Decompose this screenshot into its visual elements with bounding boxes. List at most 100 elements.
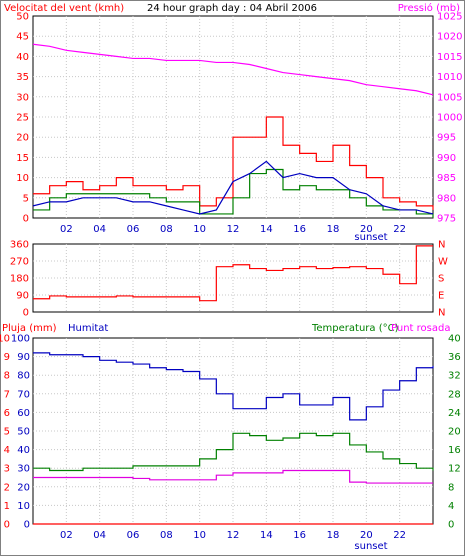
humidity-axis-title: Humitat	[68, 323, 108, 334]
y-tick-label-direction: 0	[23, 308, 29, 319]
y-ticks-pressure: 975 980 985 990 995 1000 1005 1010 1015 1020 1025	[437, 12, 462, 225]
x-tick-label: 10	[193, 530, 206, 541]
y-tick-label-rain: 6	[4, 408, 10, 419]
x-tick-label: 10	[193, 224, 206, 235]
x-tick-label: 16	[293, 224, 306, 235]
sunset-label-bottom: sunset	[354, 541, 387, 552]
y-tick-label-wind: 0	[23, 214, 29, 225]
y-tick-label-humidity: 90	[17, 352, 30, 363]
wind-axis-title: Velocitat del vent (kmh)	[4, 3, 124, 14]
y-tick-label-temperature: 16	[448, 445, 461, 456]
x-tick-label: 08	[160, 530, 173, 541]
x-tick-label: 14	[260, 224, 273, 235]
y-ticks-wind: 0 5 10 15 20 25 30 35 40 45 50	[16, 12, 29, 225]
y-ticks-rain: 0 1 2 3 4 5 6 7 8 9 10	[0, 334, 10, 531]
y-tick-label-direction: 180	[10, 274, 29, 285]
y-tick-label-wind: 30	[16, 92, 29, 103]
y-tick-label-humidity: 0	[24, 520, 30, 531]
y-tick-label-humidity: 40	[17, 445, 30, 456]
y-tick-label-rain: 5	[4, 427, 10, 438]
y-tick-label-compass: N	[438, 308, 445, 319]
series-lines-direction	[33, 245, 433, 302]
x-tick-label: 06	[127, 530, 140, 541]
wind-pressure-panel: Velocitat del vent (kmh) 24 hour graph d…	[4, 2, 462, 243]
x-tick-label: 12	[227, 224, 240, 235]
humidity-line	[33, 352, 434, 421]
average-wind-line	[32, 160, 434, 215]
y-tick-label-humidity: 100	[11, 334, 30, 345]
y-tick-label-direction: 90	[16, 291, 29, 302]
x-tick-label: 02	[60, 224, 73, 235]
y-tick-label-wind: 40	[16, 52, 29, 63]
y-tick-label-pressure: 975	[437, 214, 456, 225]
y-tick-label-wind: 10	[16, 173, 29, 184]
y-tick-label-pressure: 1025	[437, 12, 462, 23]
y-tick-label-pressure: 995	[437, 133, 456, 144]
pressure-axis-title: Pressió (mb)	[398, 2, 460, 14]
x-tick-label: 12	[227, 530, 240, 541]
x-tick-label: 18	[327, 224, 340, 235]
wind-direction-line	[33, 245, 433, 302]
y-tick-label-wind: 45	[16, 32, 29, 43]
x-tick-label: 20	[360, 224, 373, 235]
y-tick-label-rain: 10	[0, 334, 10, 345]
y-tick-label-pressure: 990	[437, 153, 456, 164]
y-tick-label-pressure: 1005	[437, 92, 462, 103]
chart-title: 24 hour graph day : 04 Abril 2006	[147, 3, 317, 14]
y-tick-label-wind: 50	[16, 12, 29, 23]
y-tick-label-temperature: 4	[448, 501, 454, 512]
y-tick-label-wind: 5	[23, 193, 29, 204]
y-tick-label-rain: 2	[4, 482, 10, 493]
y-tick-label-rain: 3	[4, 464, 10, 475]
y-tick-label-compass: E	[438, 291, 444, 302]
y-tick-label-temperature: 24	[448, 408, 461, 419]
y-tick-label-pressure: 1010	[437, 72, 462, 83]
y-tick-label-wind: 35	[16, 72, 29, 83]
x-tick-label: 06	[127, 224, 140, 235]
y-tick-label-temperature: 20	[448, 427, 461, 438]
temperature-axis-title: Temperatura (°C)	[311, 323, 399, 334]
y-tick-label-wind: 15	[16, 153, 29, 164]
y-tick-label-humidity: 70	[17, 389, 30, 400]
y-tick-label-wind: 25	[16, 113, 29, 124]
y-tick-label-rain: 7	[4, 389, 10, 400]
x-tick-label: 18	[327, 530, 340, 541]
y-ticks-humidity: 0 10 20 30 40 50 60 70 80 90 100	[11, 334, 30, 531]
sunset-label-top: sunset	[354, 232, 387, 243]
y-tick-label-humidity: 50	[17, 427, 30, 438]
x-ticks-wind: 02 04 06 08 10 12 14 16 18 20 22	[60, 224, 406, 235]
x-tick-label: 02	[60, 530, 73, 541]
y-tick-label-rain: 4	[4, 445, 10, 456]
x-ticks-humidity: 02 04 06 08 10 12 14 16 18 20 22	[60, 530, 406, 541]
y-tick-label-temperature: 12	[448, 464, 461, 475]
y-tick-label-humidity: 10	[17, 501, 30, 512]
humidity-temperature-panel: Pluja (mm) Humitat Temperatura (°C) Punt…	[0, 323, 461, 552]
pressure-line	[32, 43, 434, 96]
y-tick-label-pressure: 1015	[437, 52, 462, 63]
temperature-line	[33, 432, 434, 472]
gridlines-direction	[33, 244, 433, 312]
dewpoint-line	[33, 469, 433, 484]
y-tick-label-pressure: 1000	[437, 113, 462, 124]
x-tick-label: 20	[360, 530, 373, 541]
x-tick-label: 04	[93, 530, 106, 541]
gust-line	[33, 116, 434, 210]
y-ticks-direction: 0 90 180 270 360	[10, 240, 29, 319]
y-tick-label-direction: 270	[10, 257, 29, 268]
rain-axis-title: Pluja (mm)	[2, 323, 57, 334]
series-lines-humidity	[33, 352, 434, 525]
y-ticks-temperature: 0 4 8 12 16 20 24 28 32 36 40	[448, 334, 461, 531]
y-tick-label-temperature: 0	[448, 520, 454, 531]
y-tick-label-humidity: 20	[17, 482, 30, 493]
y-tick-label-temperature: 36	[448, 352, 461, 363]
y-tick-label-rain: 1	[4, 501, 10, 512]
x-tick-label: 08	[160, 224, 173, 235]
y-tick-label-direction: 360	[10, 240, 29, 251]
x-tick-label: 04	[93, 224, 106, 235]
x-tick-label: 22	[393, 224, 406, 235]
y-tick-label-humidity: 60	[17, 408, 30, 419]
y-tick-label-compass: W	[438, 257, 448, 268]
